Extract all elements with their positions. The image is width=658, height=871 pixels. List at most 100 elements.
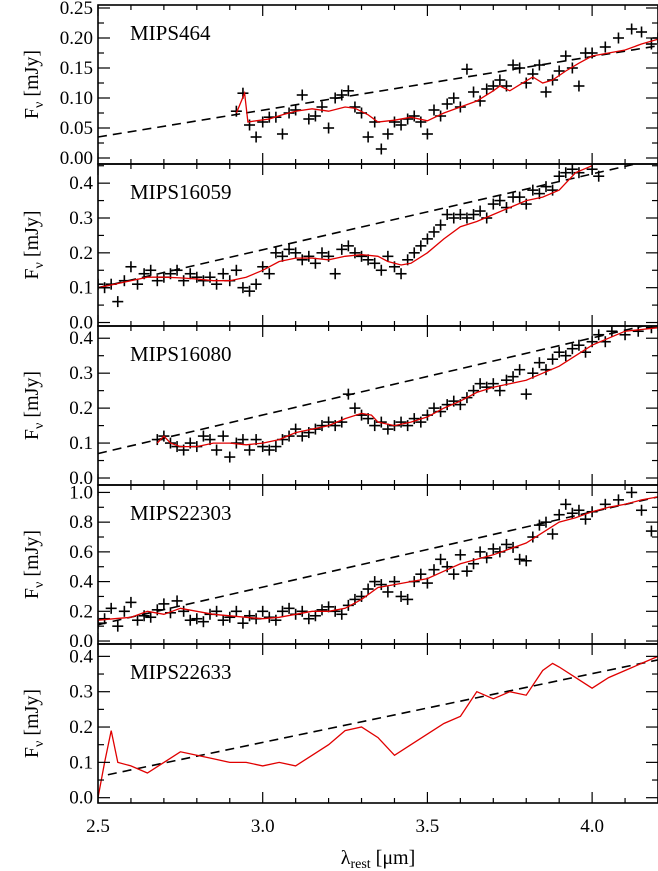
- y-tick-label: 0.0: [69, 788, 93, 809]
- data-point: [487, 543, 499, 555]
- data-point: [230, 264, 242, 276]
- y-tick-label: 0.2: [69, 398, 93, 419]
- data-point: [375, 143, 387, 155]
- y-axis-title-sub: ν: [32, 102, 47, 108]
- data-point: [645, 38, 657, 50]
- data-point: [230, 105, 242, 117]
- data-point: [257, 605, 269, 617]
- data-point: [468, 209, 480, 221]
- data-point: [540, 86, 552, 98]
- data-point: [98, 617, 104, 629]
- y-axis: 0.00 0.05 0.10 0.15 0.20 0.25: [60, 0, 658, 169]
- data-point: [593, 170, 605, 182]
- y-axis-title-unit: [mJy]: [21, 689, 43, 741]
- data-point: [573, 339, 585, 351]
- data-point: [388, 116, 400, 128]
- data-point: [514, 364, 526, 376]
- data-point: [461, 212, 473, 224]
- data-point: [547, 184, 559, 196]
- data-point: [560, 350, 572, 362]
- data-point: [547, 528, 559, 540]
- y-axis-title-unit: [mJy]: [21, 50, 43, 102]
- data-point: [435, 553, 447, 565]
- data-point: [98, 278, 104, 290]
- data-point: [428, 226, 440, 238]
- data-point: [356, 250, 368, 262]
- data-point: [244, 285, 256, 297]
- data-point: [342, 599, 354, 611]
- data-point: [626, 23, 638, 35]
- panel-mips22303: 0.0 0.2 0.4 0.6 0.8 1.0 MIPS22303 Fν [mJy]: [21, 482, 658, 652]
- x-ticks: [97, 164, 658, 326]
- data-point: [632, 326, 644, 337]
- data-point: [132, 614, 144, 626]
- data-point: [395, 119, 407, 131]
- data-point: [375, 264, 387, 276]
- panel-frame: [97, 643, 658, 804]
- data-point: [316, 247, 328, 259]
- data-point: [395, 590, 407, 602]
- data-point: [382, 250, 394, 262]
- y-axis-title: Fν [mJy]: [21, 371, 47, 440]
- y-axis-title-main: F: [21, 747, 43, 758]
- data-point: [428, 104, 440, 116]
- data-point: [402, 593, 414, 605]
- data-point: [527, 68, 539, 80]
- fit-line: [98, 45, 658, 138]
- data-point: [441, 98, 453, 110]
- data-point: [296, 89, 308, 101]
- y-tick-label: 0.1: [69, 433, 93, 454]
- data-point: [329, 92, 341, 104]
- data-point: [237, 282, 249, 294]
- data-point: [349, 402, 361, 414]
- data-point: [461, 565, 473, 577]
- data-point: [402, 420, 414, 432]
- data-point: [421, 128, 433, 140]
- data-point: [593, 329, 605, 341]
- data-point: [474, 205, 486, 217]
- data-point: [309, 610, 321, 622]
- data-point: [263, 268, 275, 280]
- data-point: [276, 250, 288, 262]
- data-point: [296, 605, 308, 617]
- y-axis: 0.0 0.2 0.4 0.6 0.8 1.0: [69, 482, 658, 652]
- y-axis: 0.0 0.1 0.2 0.3 0.4: [69, 165, 658, 334]
- panel-mips464: 0.00 0.05 0.10 0.15 0.20 0.25 MIPS464 Fν [mJy]: [21, 0, 658, 169]
- data-point: [494, 74, 506, 86]
- data-point: [178, 275, 190, 287]
- y-tick-label: 0.2: [69, 243, 93, 264]
- fit-line: [98, 496, 658, 626]
- data-point: [296, 254, 308, 266]
- x-axis-title: λrest [μm]: [341, 847, 416, 871]
- data-point: [171, 595, 183, 607]
- data-point: [474, 378, 486, 390]
- data-point: [178, 605, 190, 617]
- data-point: [329, 268, 341, 280]
- data-point: [244, 610, 256, 622]
- data-point: [369, 257, 381, 269]
- data-point: [217, 430, 229, 442]
- y-tick-label: 0.4: [69, 173, 93, 194]
- data-point: [145, 611, 157, 623]
- fit-line: [98, 164, 639, 289]
- data-point: [342, 240, 354, 252]
- data-point: [540, 181, 552, 193]
- x-ticks: [97, 326, 658, 485]
- y-tick-label: 0.2: [69, 717, 93, 738]
- y-tick-label: 0.2: [69, 601, 93, 622]
- data-point: [250, 278, 262, 290]
- data-point: [441, 561, 453, 573]
- data-point: [290, 104, 302, 116]
- y-tick-label: 0.3: [69, 208, 93, 229]
- y-tick-label: 0.6: [69, 542, 93, 563]
- data-point: [435, 219, 447, 231]
- y-tick-label: 0.0: [69, 468, 93, 489]
- data-point: [283, 602, 295, 614]
- data-point: [369, 420, 381, 432]
- panel-label: MIPS16059: [130, 180, 232, 204]
- data-point: [566, 164, 578, 175]
- data-point: [507, 371, 519, 383]
- data-point: [415, 568, 427, 580]
- data-point: [342, 388, 354, 400]
